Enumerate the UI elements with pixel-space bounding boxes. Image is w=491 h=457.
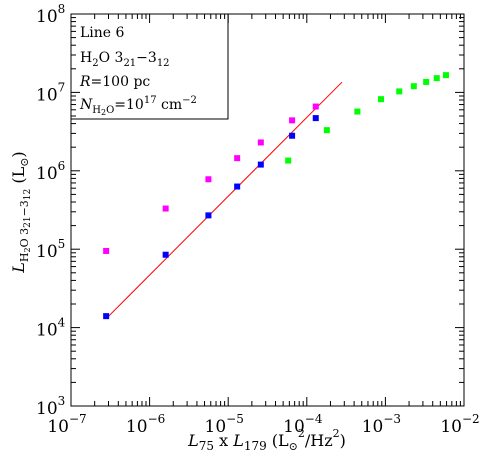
- data-point-series-3: [354, 108, 361, 115]
- annotation-line-2: H2O 321−312: [80, 50, 170, 69]
- x-tick-label: 10−6: [126, 412, 165, 437]
- data-point-series-3: [433, 75, 440, 82]
- data-point-series-1: [162, 251, 169, 258]
- x-tick-label: 10−7: [47, 412, 86, 437]
- fit-line: [105, 81, 343, 320]
- data-point-series-1: [205, 212, 212, 219]
- data-point-series-2: [103, 247, 110, 254]
- data-point-series-3: [285, 157, 292, 164]
- data-point-series-1: [257, 161, 264, 168]
- annotation-line-1: Line 6: [80, 25, 125, 41]
- y-tick-label: 105: [36, 237, 65, 262]
- data-point-series-2: [312, 103, 319, 110]
- data-point-series-2: [289, 117, 296, 124]
- data-point-series-3: [323, 127, 330, 134]
- data-point-series-2: [205, 176, 212, 183]
- y-tick-label: 103: [36, 394, 65, 419]
- data-point-series-3: [442, 72, 449, 79]
- annotation-line-3: R=100 pc: [79, 74, 150, 90]
- annotation-line-4: NH2O=1017 cm−2: [79, 95, 197, 117]
- data-point-series-2: [234, 155, 241, 162]
- y-tick-label: 106: [36, 159, 65, 184]
- data-point-series-2: [162, 205, 169, 212]
- annotation-frame: [70, 13, 229, 120]
- x-tick-label: 10−5: [205, 412, 244, 437]
- data-point-series-1: [103, 313, 110, 320]
- data-point-series-1: [289, 132, 296, 139]
- plot-frame: [70, 13, 465, 407]
- x-axis-label: L75 x L179 (L⊙2/Hz2): [187, 427, 346, 453]
- data-point-series-1: [234, 183, 241, 190]
- data-point-series-3: [378, 96, 385, 103]
- data-point-series-3: [423, 78, 430, 85]
- data-point-series-1: [312, 115, 319, 122]
- data-point-series-2: [257, 139, 264, 146]
- y-tick-label: 107: [36, 80, 65, 105]
- x-tick-label: 10−3: [362, 412, 401, 437]
- axis-ticks: 10−7 10−6 10−5 10−4 10−3 10−2 103 104 105 106 107 1…: [36, 2, 480, 437]
- x-tick-label: 10−2: [440, 412, 479, 437]
- y-axis-label: LH2O 321−312 (L⊙): [9, 151, 33, 273]
- y-tick-label: 104: [36, 316, 66, 341]
- y-tick-label: 108: [36, 2, 65, 27]
- annotation-box: Line 6 H2O 321−312 R=100 pc NH2O=1017 cm…: [70, 13, 229, 120]
- data-point-series-3: [410, 83, 417, 90]
- data-markers: [103, 72, 449, 320]
- x-tick-label: 10−4: [283, 412, 323, 437]
- data-point-series-3: [396, 88, 403, 95]
